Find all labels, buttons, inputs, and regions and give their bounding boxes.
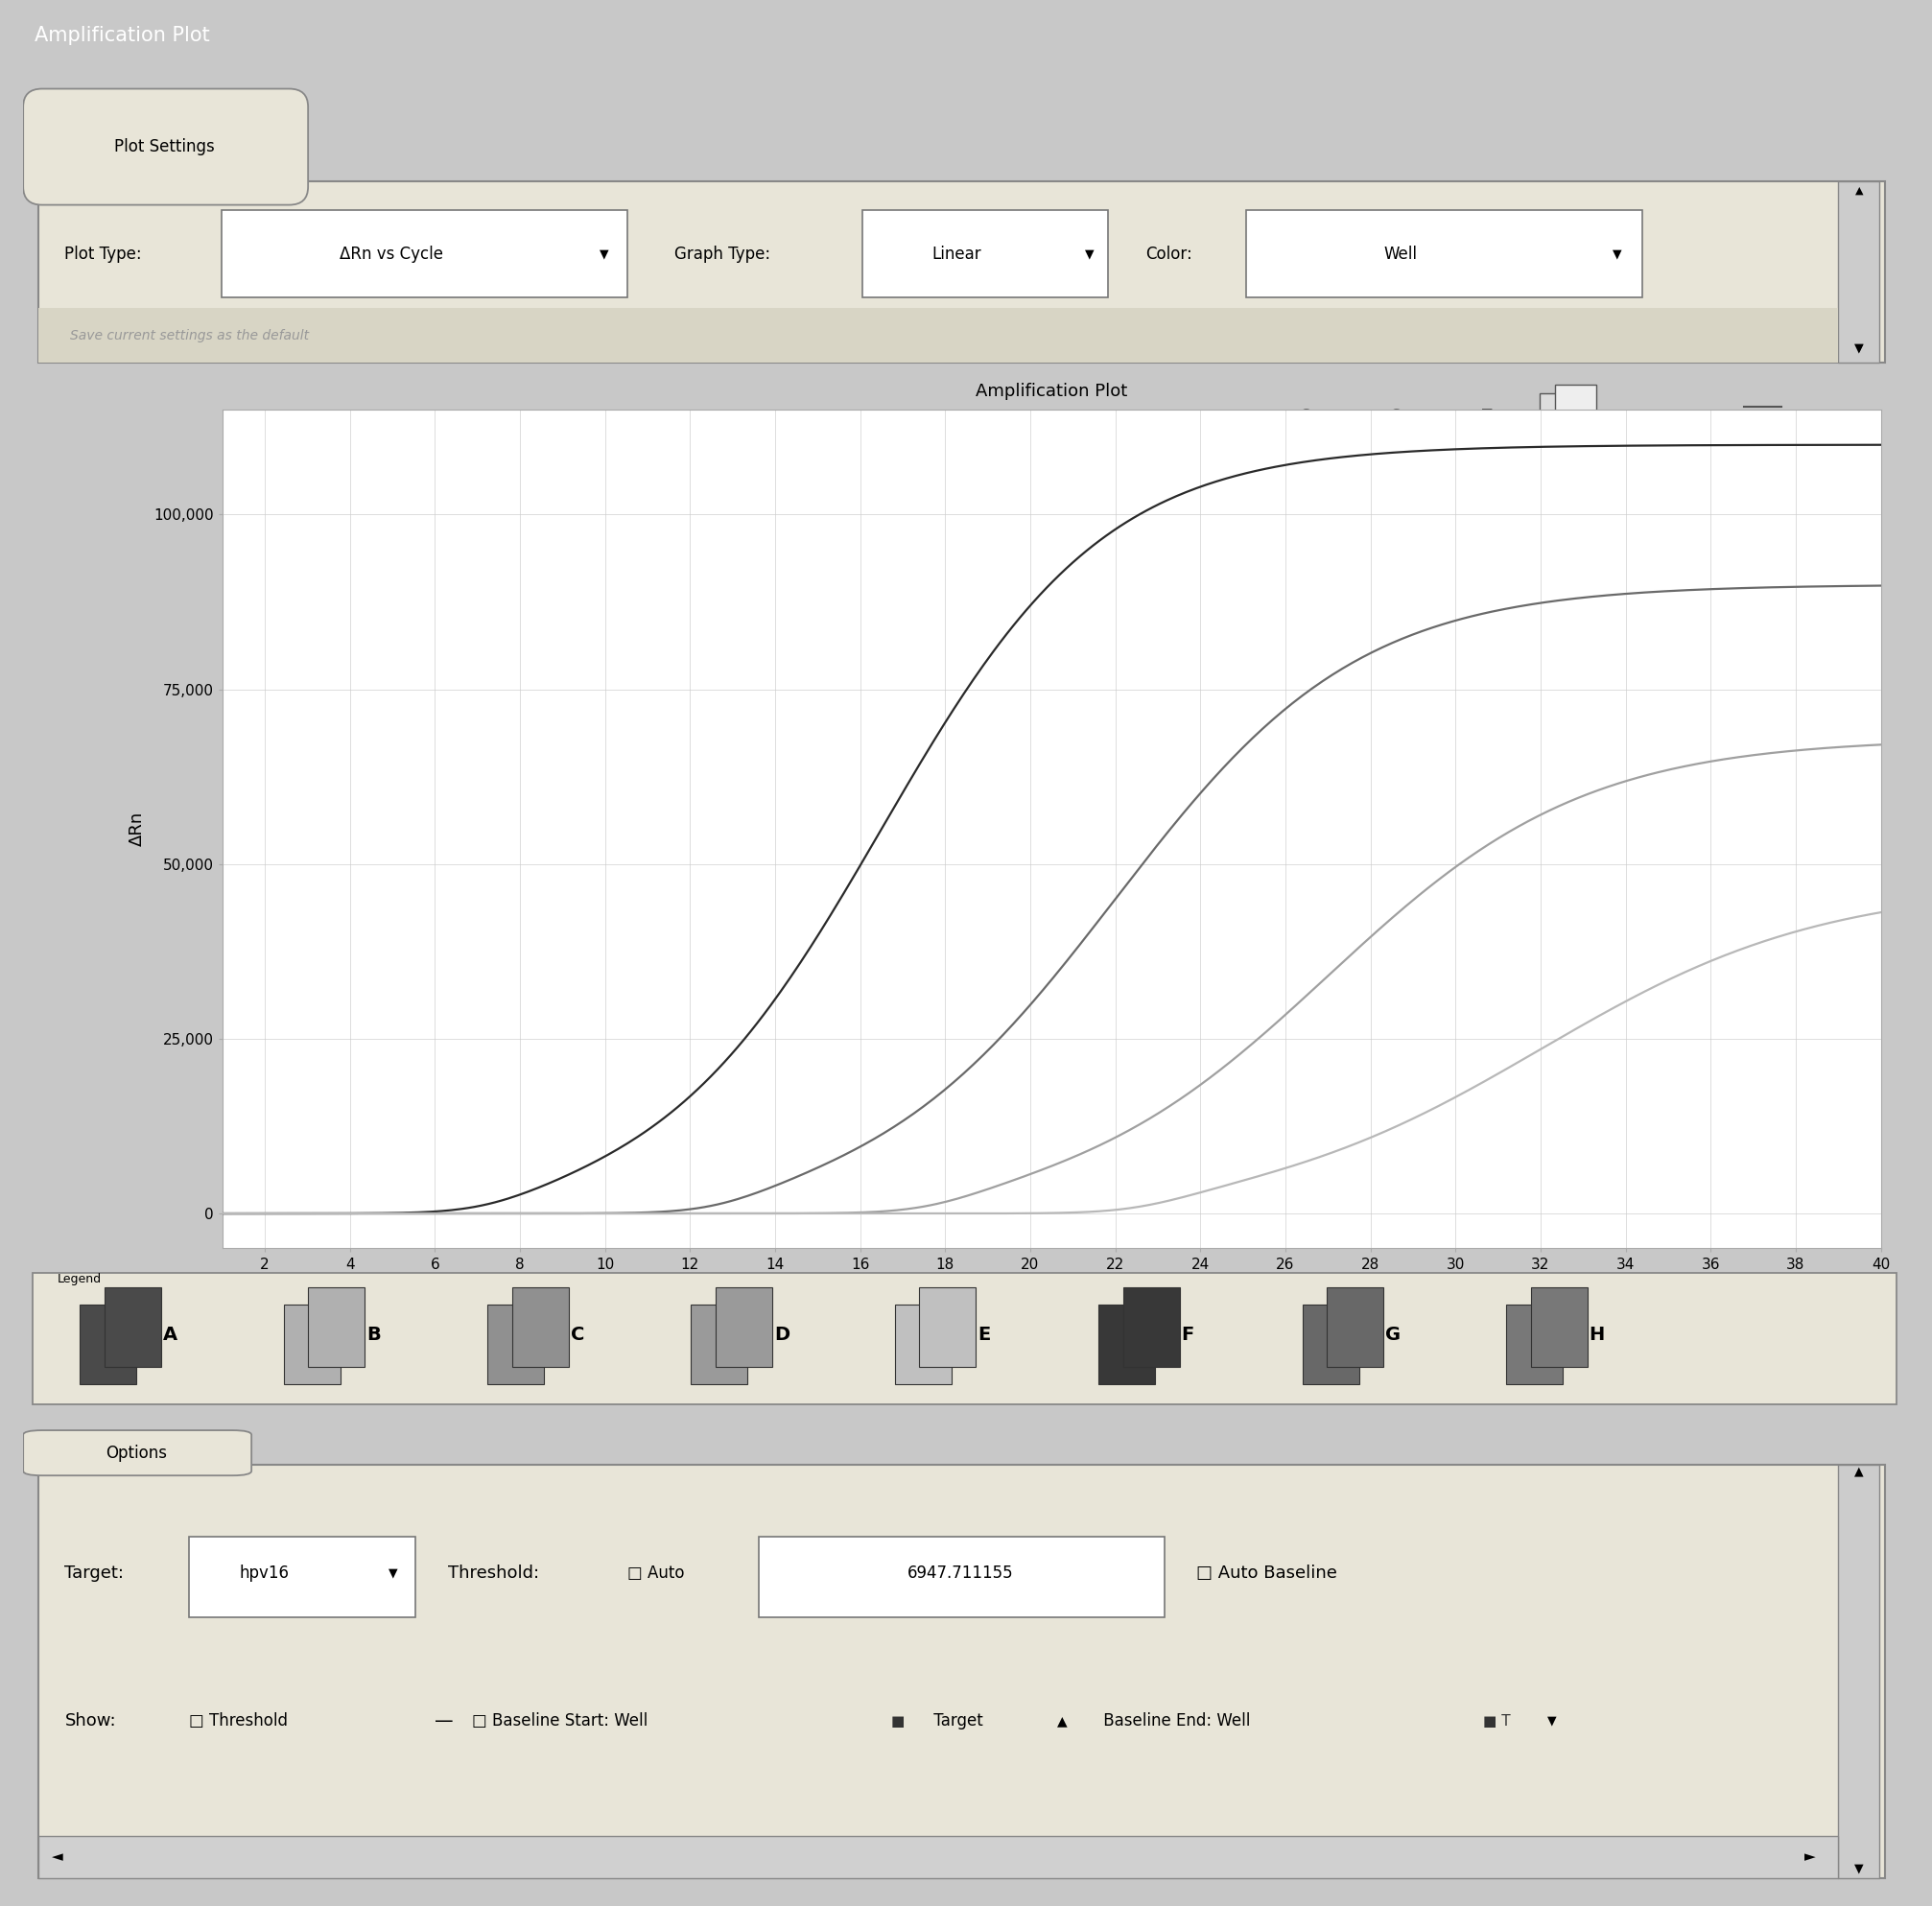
Text: D: D [773, 1327, 788, 1344]
FancyBboxPatch shape [1122, 1287, 1179, 1367]
Text: C: C [570, 1327, 583, 1344]
Text: B: B [367, 1327, 381, 1344]
FancyBboxPatch shape [33, 1273, 1895, 1405]
FancyBboxPatch shape [715, 1287, 771, 1367]
Text: ▲: ▲ [1057, 1713, 1066, 1727]
Text: □ Auto: □ Auto [626, 1565, 684, 1582]
Text: Show:: Show: [64, 1712, 116, 1729]
Text: ▲: ▲ [1855, 185, 1862, 194]
Text: ΔRn vs Cycle: ΔRn vs Cycle [340, 246, 442, 263]
Text: Target: Target [927, 1712, 983, 1729]
Text: ▼: ▼ [1548, 1715, 1555, 1727]
Text: □ Baseline Start: Well: □ Baseline Start: Well [471, 1712, 647, 1729]
FancyBboxPatch shape [920, 1287, 976, 1367]
FancyBboxPatch shape [759, 1536, 1163, 1616]
FancyBboxPatch shape [1837, 181, 1878, 362]
Text: ◄: ◄ [52, 1849, 62, 1864]
Title: Amplification Plot: Amplification Plot [976, 383, 1126, 400]
Text: E: E [978, 1327, 989, 1344]
Text: ▼: ▼ [388, 1567, 398, 1580]
FancyBboxPatch shape [23, 1430, 251, 1475]
Text: 6947.711155: 6947.711155 [908, 1565, 1014, 1582]
FancyBboxPatch shape [1837, 1464, 1878, 1877]
Text: Legend: Legend [58, 1273, 100, 1285]
FancyBboxPatch shape [512, 1287, 568, 1367]
FancyBboxPatch shape [692, 1306, 748, 1384]
Y-axis label: ΔRn: ΔRn [128, 812, 145, 846]
FancyBboxPatch shape [220, 210, 626, 297]
FancyBboxPatch shape [39, 309, 1837, 362]
X-axis label: Cycle: Cycle [1028, 1279, 1074, 1296]
Text: G: G [1385, 1327, 1401, 1344]
Text: Plot Type:: Plot Type: [64, 246, 141, 263]
FancyBboxPatch shape [1302, 1306, 1358, 1384]
Text: ►: ► [1803, 1849, 1814, 1864]
Text: Save current settings as the default: Save current settings as the default [70, 330, 309, 343]
Text: ▼: ▼ [1084, 248, 1094, 259]
FancyBboxPatch shape [487, 1306, 543, 1384]
Text: H: H [1588, 1327, 1604, 1344]
Text: Color:: Color: [1146, 246, 1192, 263]
FancyBboxPatch shape [307, 1287, 365, 1367]
FancyBboxPatch shape [1097, 1306, 1155, 1384]
Text: Plot Settings: Plot Settings [114, 139, 214, 156]
Text: ■ T: ■ T [1482, 1713, 1511, 1729]
Text: ■: ■ [891, 1713, 904, 1729]
FancyBboxPatch shape [1530, 1287, 1586, 1367]
Text: A: A [162, 1327, 178, 1344]
FancyBboxPatch shape [39, 1464, 1884, 1877]
FancyBboxPatch shape [39, 1835, 1837, 1877]
FancyBboxPatch shape [895, 1306, 951, 1384]
FancyBboxPatch shape [79, 1306, 137, 1384]
Text: Amplification Plot: Amplification Plot [35, 27, 211, 46]
Text: □ Threshold: □ Threshold [189, 1712, 288, 1729]
FancyBboxPatch shape [1555, 385, 1596, 435]
FancyBboxPatch shape [284, 1306, 340, 1384]
Text: Options: Options [106, 1445, 166, 1462]
FancyBboxPatch shape [862, 210, 1107, 297]
FancyBboxPatch shape [23, 90, 307, 204]
FancyBboxPatch shape [189, 1536, 415, 1616]
FancyBboxPatch shape [1540, 395, 1580, 444]
Text: □ Auto Baseline: □ Auto Baseline [1196, 1565, 1337, 1582]
Text: ▼: ▼ [1855, 343, 1862, 353]
FancyBboxPatch shape [39, 181, 1884, 362]
Text: ▲: ▲ [1853, 1466, 1862, 1477]
Text: ⊕: ⊕ [1296, 406, 1316, 429]
Text: ▼: ▼ [1853, 1862, 1862, 1876]
Text: Linear: Linear [931, 246, 981, 263]
Text: Well: Well [1383, 246, 1416, 263]
FancyBboxPatch shape [104, 1287, 160, 1367]
Text: Graph Type:: Graph Type: [674, 246, 769, 263]
FancyBboxPatch shape [1505, 1306, 1561, 1384]
Text: —: — [435, 1712, 454, 1731]
Text: ▼: ▼ [1853, 341, 1862, 355]
Text: ▼: ▼ [599, 248, 609, 259]
Text: ⊖: ⊖ [1387, 406, 1405, 429]
Text: Threshold:: Threshold: [448, 1565, 539, 1582]
FancyBboxPatch shape [1244, 210, 1640, 297]
Text: ↗: ↗ [1656, 408, 1671, 427]
Text: ▼: ▼ [1611, 248, 1621, 259]
Text: hpv16: hpv16 [240, 1565, 290, 1582]
FancyBboxPatch shape [1325, 1287, 1383, 1367]
Text: Target:: Target: [64, 1565, 124, 1582]
Text: Baseline End: Well: Baseline End: Well [1097, 1712, 1250, 1729]
Text: F: F [1180, 1327, 1194, 1344]
Text: ⎙: ⎙ [1480, 408, 1492, 427]
